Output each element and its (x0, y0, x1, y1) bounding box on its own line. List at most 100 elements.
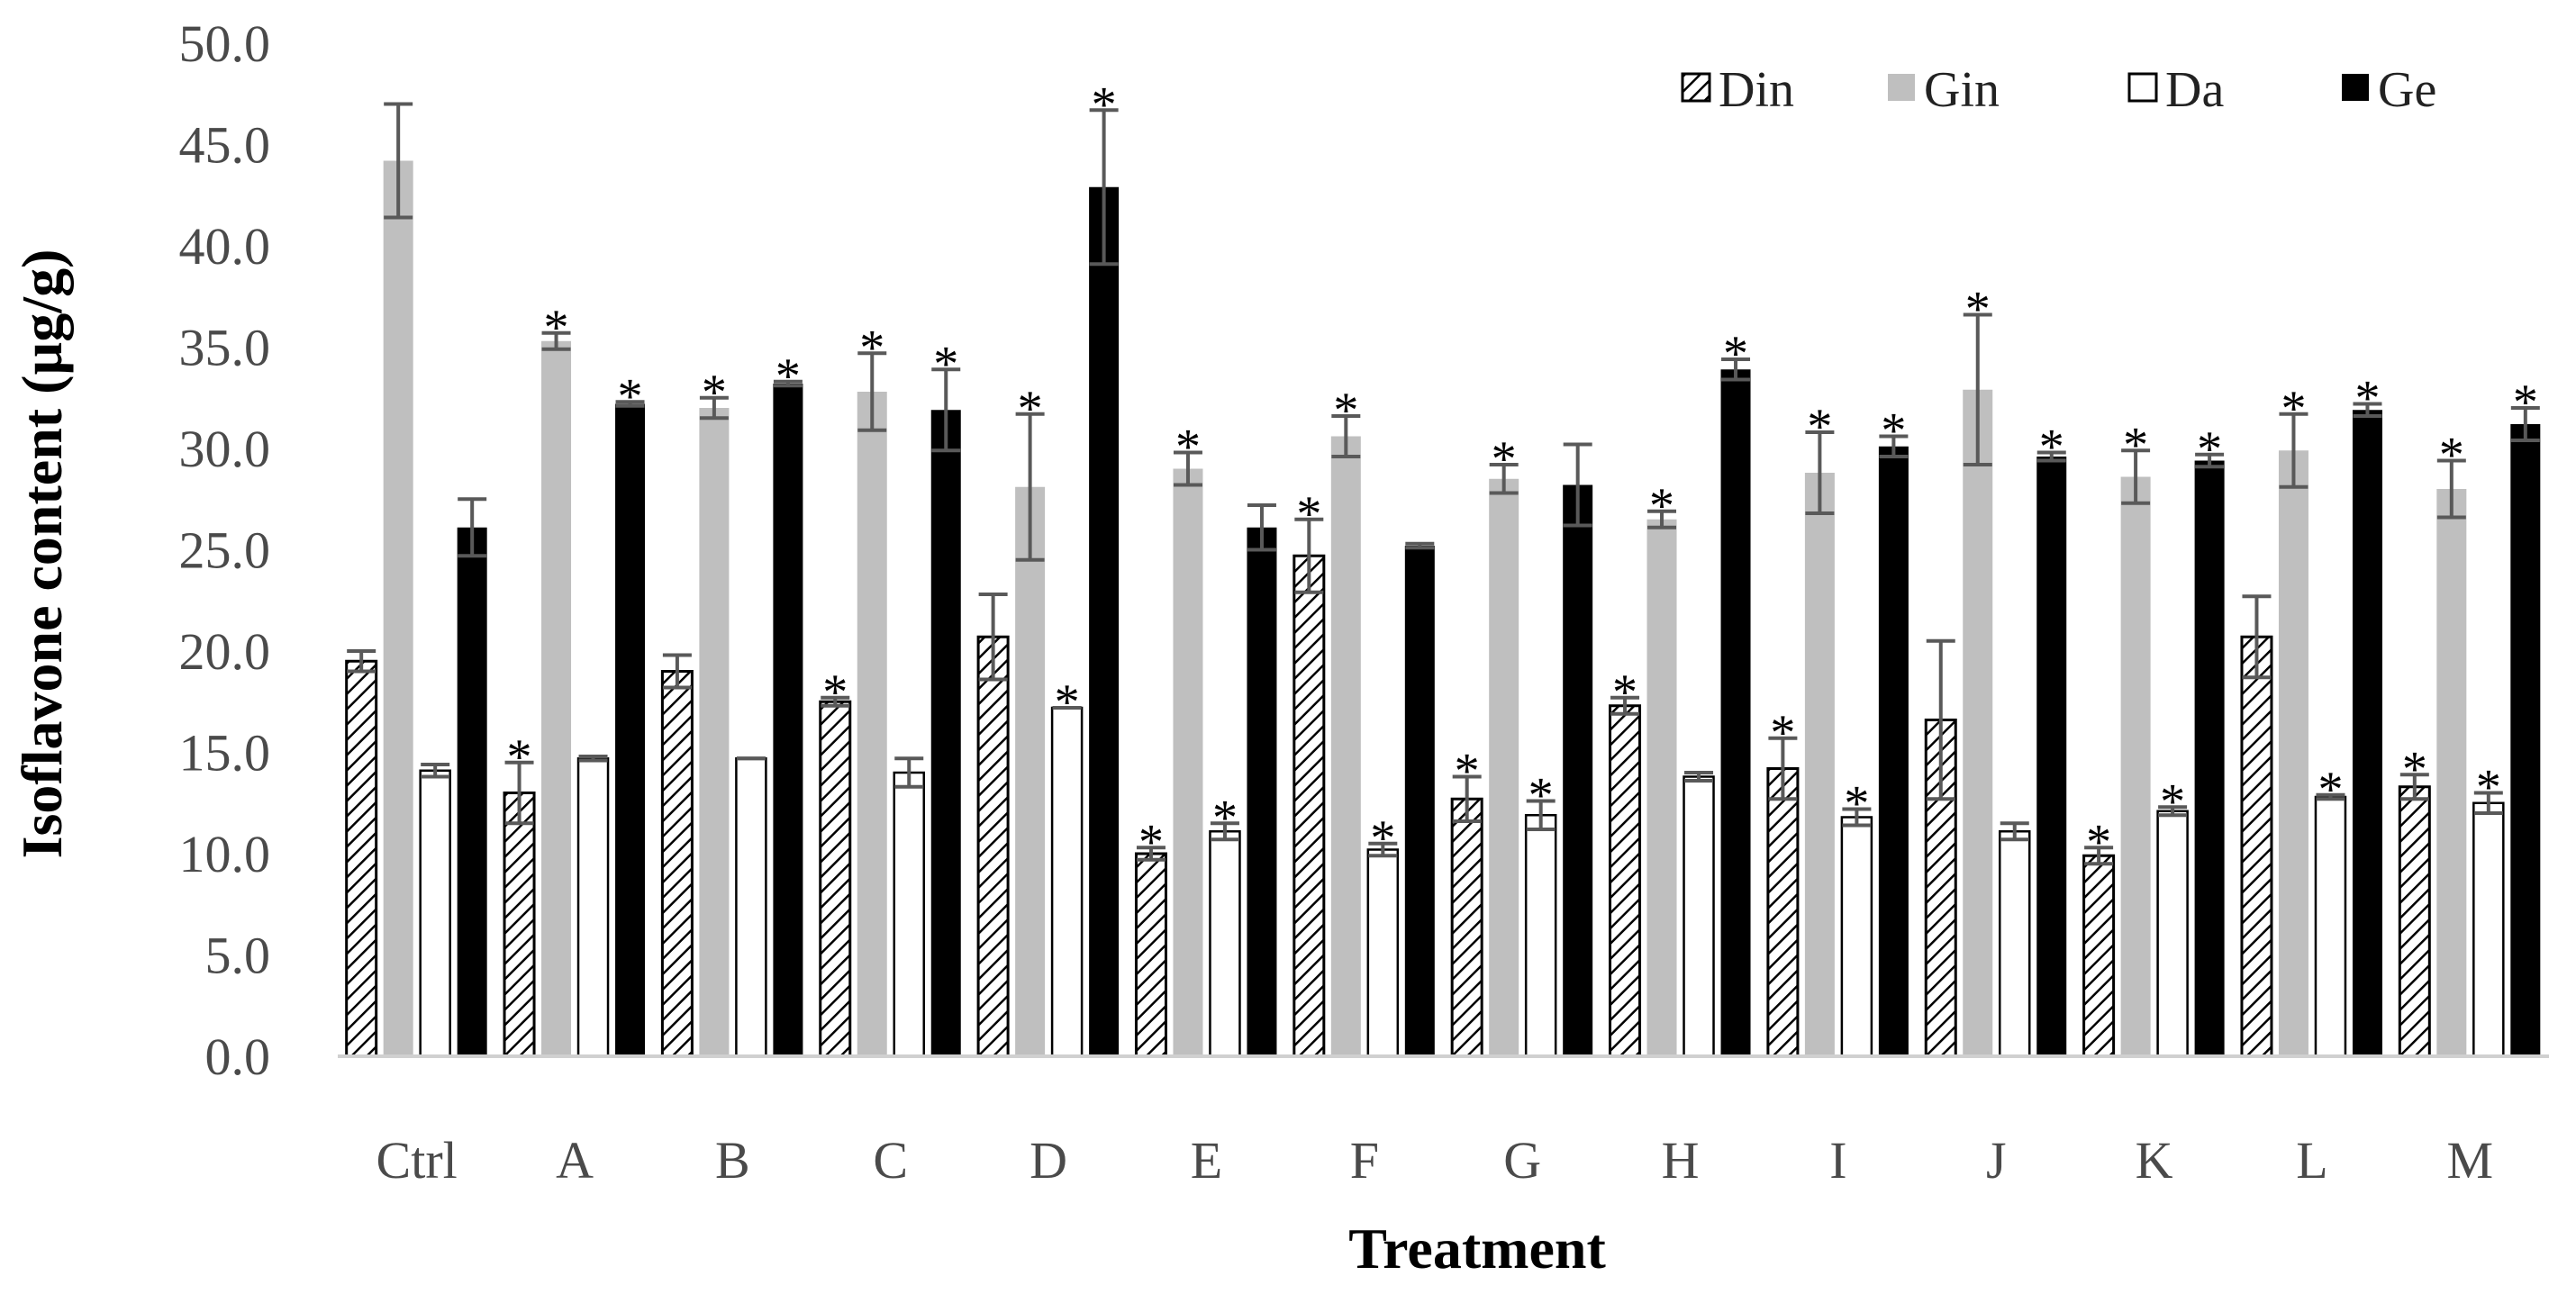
x-tick-label: G (1503, 1131, 1541, 1190)
bar-gin (2436, 489, 2467, 1056)
bar-ge (457, 527, 487, 1056)
significance-star: * (1175, 420, 1201, 475)
significance-star: * (1492, 431, 1517, 487)
x-tick-label: C (873, 1131, 908, 1190)
bar-da (2472, 801, 2505, 1058)
x-tick-label: Ctrl (376, 1131, 458, 1190)
bar-gin (1330, 436, 1361, 1056)
y-tick-label: 45.0 (179, 116, 271, 175)
significance-star: * (2281, 381, 2306, 437)
x-axis: Ctrl A B C D E F G H I J K L M (376, 1131, 2494, 1190)
bar-ge (1563, 484, 1593, 1056)
x-tick-label: A (556, 1131, 594, 1190)
bar-ge (1720, 369, 1751, 1056)
bar-ge (1404, 546, 1435, 1056)
bar-ge (1247, 527, 1277, 1056)
x-tick-label: B (715, 1131, 750, 1190)
significance-star: * (2439, 428, 2464, 484)
y-tick-label: 15.0 (179, 724, 271, 783)
significance-star: * (1612, 665, 1637, 720)
legend-swatch-ge (2342, 74, 2369, 101)
bar-gin (1804, 473, 1835, 1056)
significance-star: * (1844, 776, 1869, 832)
y-tick-label: 10.0 (179, 825, 271, 883)
y-tick-label: 50.0 (179, 14, 271, 73)
bar-ge (2194, 460, 2225, 1056)
x-tick-label: M (2447, 1131, 2494, 1190)
significance-star: * (822, 665, 848, 720)
significance-star: * (2513, 375, 2538, 430)
x-tick-label: I (1829, 1131, 1846, 1190)
significance-star: * (1881, 403, 1906, 459)
x-tick-label: J (1986, 1131, 2007, 1190)
significance-star: * (1296, 486, 1321, 542)
bar-din (660, 670, 694, 1058)
bar-gin (699, 408, 730, 1056)
bar-da (576, 757, 610, 1058)
x-tick-label: E (1191, 1131, 1222, 1190)
bar-ge (773, 384, 803, 1056)
y-tick-label: 5.0 (205, 927, 271, 985)
bar-da (1840, 816, 1873, 1058)
bar-din (819, 700, 852, 1058)
y-tick-label: 35.0 (179, 319, 271, 377)
bar-ge (930, 410, 961, 1056)
bar-gin (1646, 519, 1677, 1056)
bar-gin (1015, 486, 1046, 1056)
significance-star: * (2160, 774, 2185, 829)
x-axis-title: Treatment (1348, 1217, 1606, 1280)
legend: Din Gin Da Ge (1681, 62, 2436, 118)
bar-da (1683, 775, 1715, 1058)
y-tick-label: 20.0 (179, 622, 271, 681)
bar-din (503, 792, 536, 1058)
bar-din (1293, 554, 1326, 1058)
bar-ge (2510, 424, 2541, 1056)
bar-da (2314, 795, 2347, 1058)
bar-ge (1089, 186, 1120, 1056)
significance-star: * (859, 320, 884, 376)
legend-label-din: Din (1719, 62, 1794, 118)
x-tick-label: F (1350, 1131, 1379, 1190)
error-bars (347, 102, 2540, 866)
significance-star: * (2317, 762, 2343, 818)
significance-star: * (544, 300, 569, 356)
bar-da (1050, 706, 1084, 1058)
significance-star: * (1528, 768, 1554, 824)
significance-star: * (1965, 282, 1991, 338)
significance-star: * (2039, 420, 2064, 475)
significance-star: * (2123, 417, 2148, 473)
significance-star: * (1092, 77, 1117, 132)
bar-din (2082, 854, 2116, 1058)
significance-star: * (2476, 760, 2501, 816)
significance-star: * (1018, 381, 1043, 437)
bar-da (419, 769, 451, 1058)
bar-din (2240, 635, 2273, 1058)
significance-star: * (1138, 814, 1164, 870)
significance-star: * (1807, 399, 1832, 455)
x-tick-label: H (1662, 1131, 1700, 1190)
significance-star: * (1212, 790, 1238, 846)
bar-da (735, 757, 767, 1058)
bar-da (1524, 814, 1557, 1058)
bar-din (2398, 785, 2431, 1058)
x-tick-label: D (1029, 1131, 1067, 1190)
y-axis: 0.0 5.0 10.0 15.0 20.0 25.0 30.0 35.0 40.0 45.0 50… (179, 14, 271, 1086)
significance-star: * (618, 368, 643, 424)
significance-star: * (2402, 741, 2427, 797)
bar-da (1209, 830, 1241, 1058)
bar-gin (1173, 468, 1203, 1056)
significance-star: * (702, 365, 727, 421)
significance-star: * (933, 336, 958, 392)
significance-star: * (1455, 744, 1480, 800)
bar-ge (615, 403, 646, 1056)
significance-star: * (1723, 326, 1748, 382)
bar-gin (1963, 389, 1993, 1056)
y-tick-label: 25.0 (179, 521, 271, 580)
legend-label-ge: Ge (2378, 62, 2436, 118)
significance-star: * (1649, 478, 1674, 534)
y-tick-label: 0.0 (205, 1027, 271, 1086)
y-tick-label: 30.0 (179, 420, 271, 478)
bar-da (893, 771, 925, 1058)
significance-star: * (2086, 814, 2111, 870)
bar-da (2156, 810, 2189, 1058)
